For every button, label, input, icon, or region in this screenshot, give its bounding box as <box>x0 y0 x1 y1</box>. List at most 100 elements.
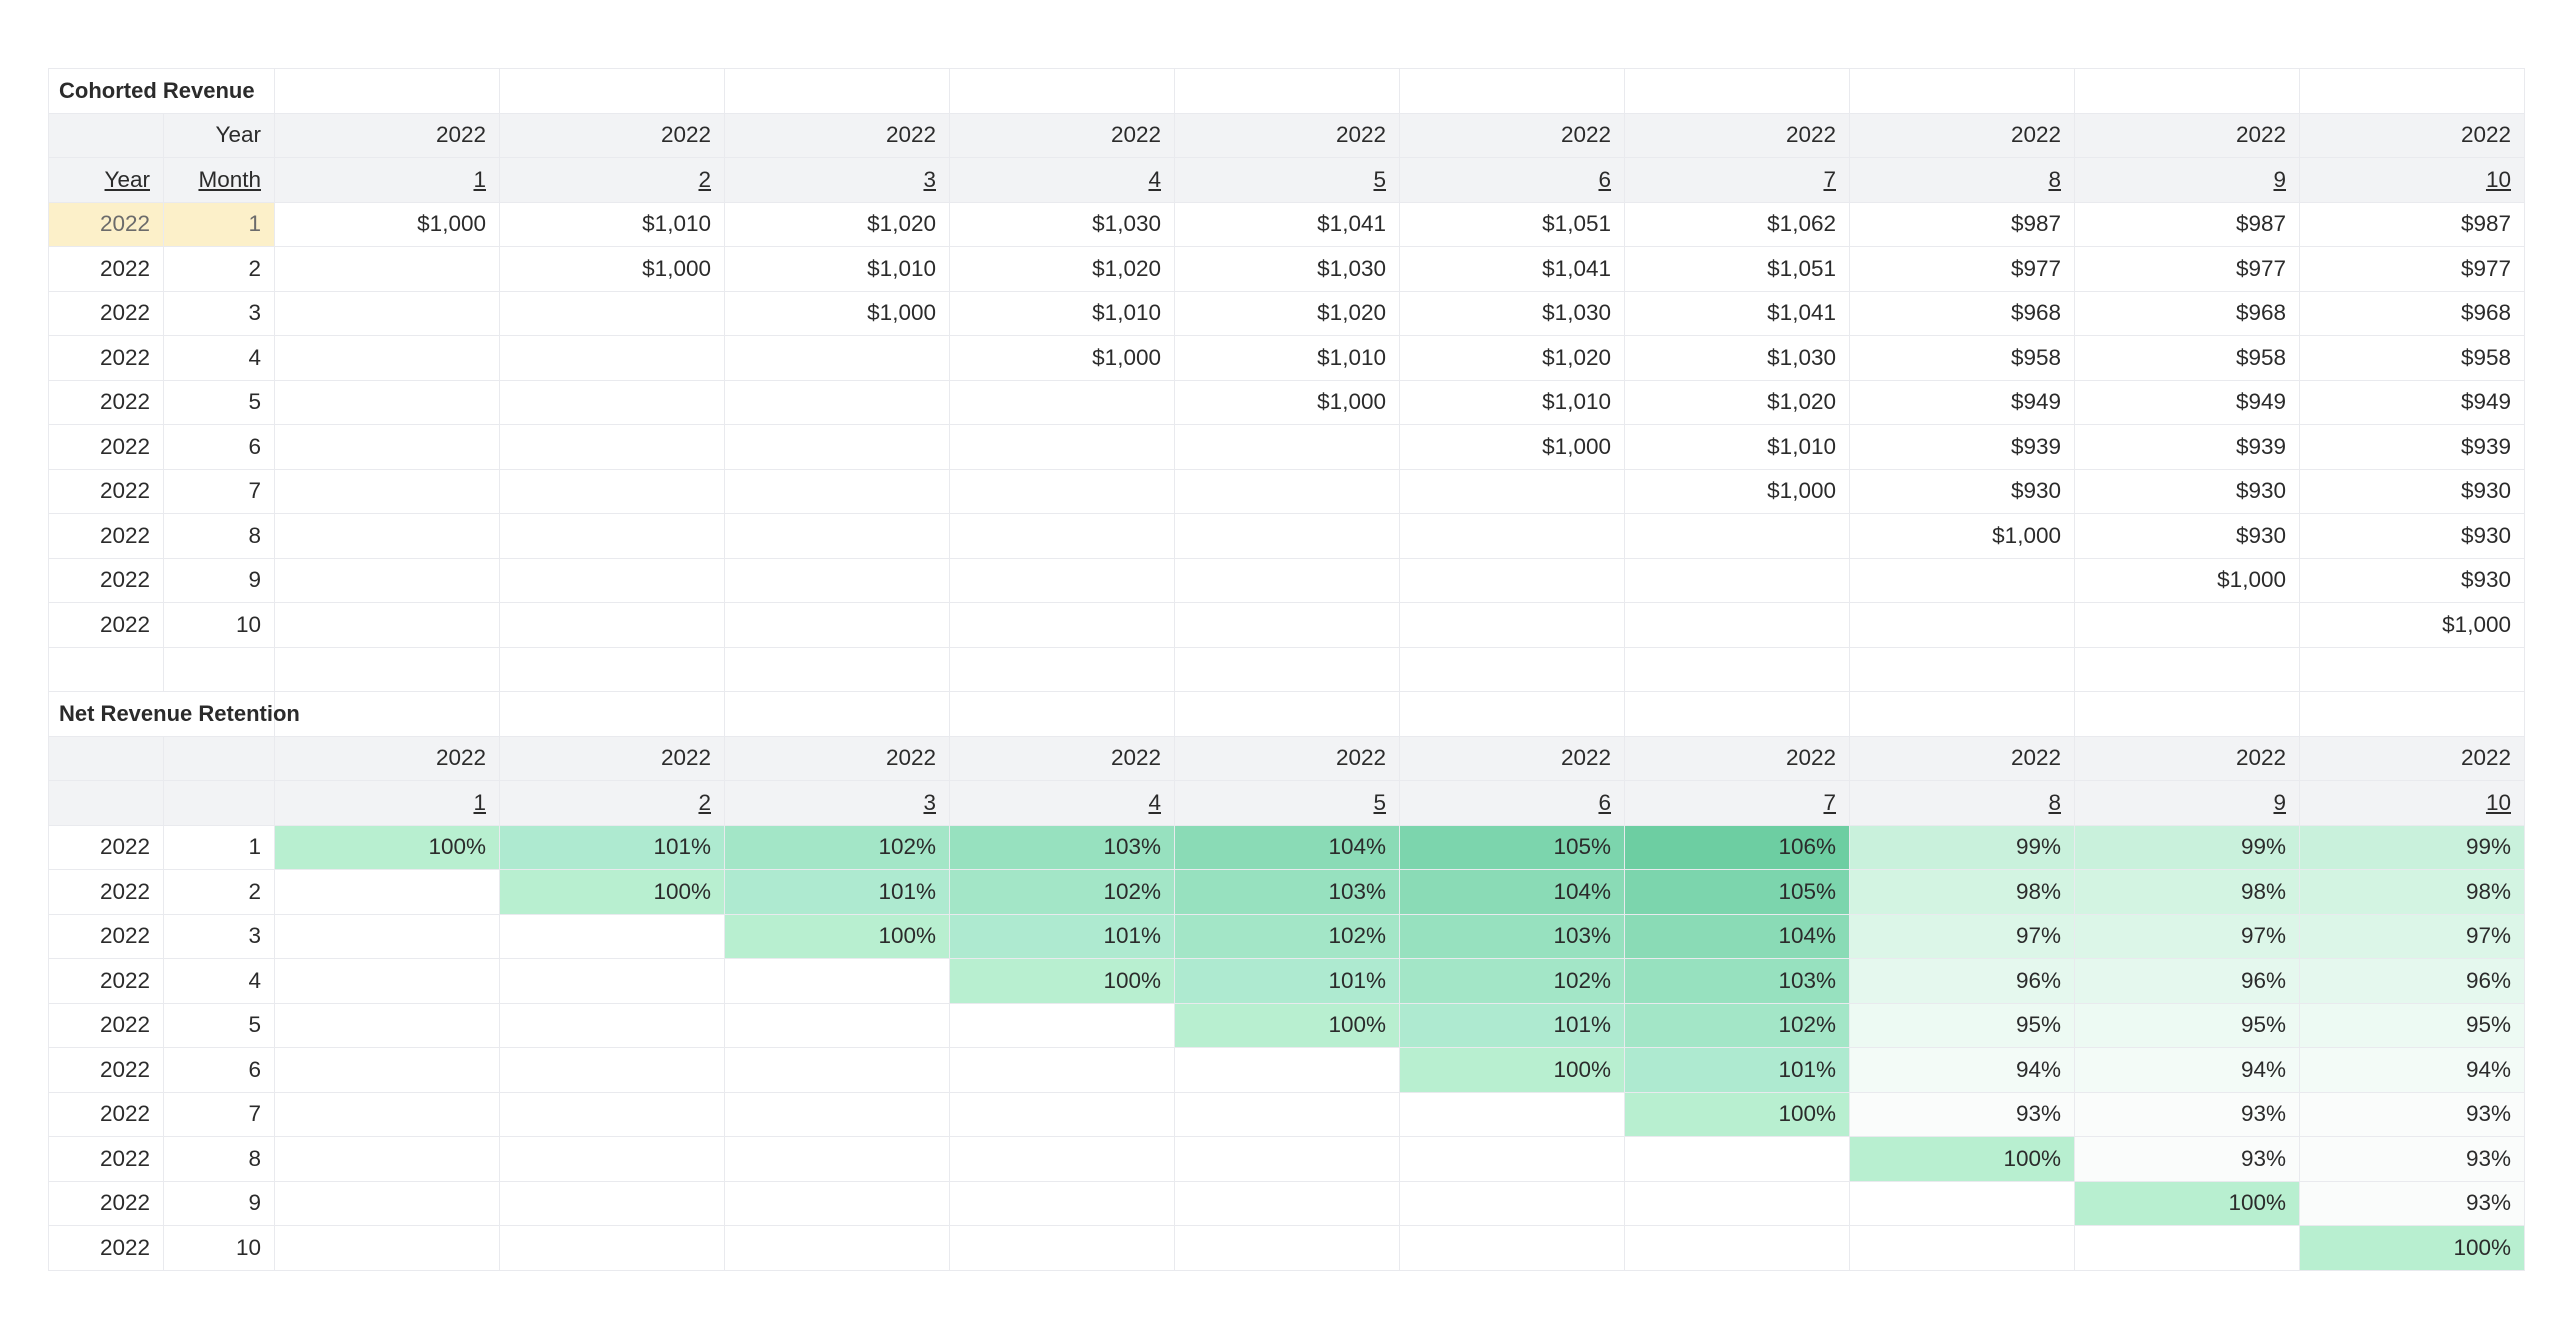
revenue-cell[interactable]: $930 <box>2299 468 2525 514</box>
retention-cell[interactable]: 102% <box>1624 1002 1850 1048</box>
revenue-cell[interactable] <box>2074 602 2300 648</box>
revenue-cell[interactable]: $1,000 <box>2299 602 2525 648</box>
retention-cell[interactable]: 100% <box>724 913 950 959</box>
retention-cell[interactable] <box>274 1225 500 1271</box>
retention-cell[interactable]: 103% <box>1624 958 1850 1004</box>
retention-cell[interactable]: 102% <box>724 824 950 870</box>
empty-cell[interactable] <box>499 68 725 114</box>
revenue-cell[interactable]: $1,041 <box>1399 246 1625 292</box>
revenue-cell[interactable] <box>724 335 950 381</box>
revenue-cell[interactable]: $1,030 <box>1174 246 1400 292</box>
revenue-cell[interactable]: $1,010 <box>724 246 950 292</box>
revenue-cell[interactable]: $1,030 <box>949 201 1175 247</box>
revenue-cell[interactable]: $1,000 <box>1624 468 1850 514</box>
retention-cell[interactable]: 95% <box>2299 1002 2525 1048</box>
empty-cell[interactable] <box>48 646 164 692</box>
retention-cell[interactable]: 101% <box>499 824 725 870</box>
empty-cell[interactable] <box>274 691 500 737</box>
cohort-year-cell[interactable]: 2022 <box>48 1225 164 1271</box>
revenue-cell[interactable]: $1,000 <box>2074 557 2300 603</box>
empty-cell[interactable] <box>1399 68 1625 114</box>
empty-cell[interactable] <box>1849 646 2075 692</box>
retention-cell[interactable]: 100% <box>1174 1002 1400 1048</box>
cohort-year-cell[interactable]: 2022 <box>48 869 164 915</box>
retention-cell[interactable] <box>724 1091 950 1137</box>
empty-cell[interactable] <box>724 691 950 737</box>
retention-cell[interactable]: 101% <box>724 869 950 915</box>
column-month-header[interactable]: 5 <box>1174 780 1400 826</box>
revenue-cell[interactable]: $1,010 <box>1624 424 1850 470</box>
empty-cell[interactable] <box>2074 691 2300 737</box>
cohort-month-cell[interactable]: 5 <box>163 1002 275 1048</box>
retention-cell[interactable] <box>949 1047 1175 1093</box>
empty-cell[interactable] <box>163 646 275 692</box>
revenue-cell[interactable]: $1,000 <box>1399 424 1625 470</box>
revenue-cell[interactable]: $977 <box>1849 246 2075 292</box>
retention-cell[interactable]: 98% <box>1849 869 2075 915</box>
empty-cell[interactable] <box>163 780 275 826</box>
revenue-cell[interactable] <box>274 468 500 514</box>
column-year-header[interactable]: 2022 <box>499 735 725 781</box>
retention-cell[interactable]: 101% <box>949 913 1175 959</box>
column-year-header[interactable]: 2022 <box>1849 112 2075 158</box>
retention-cell[interactable]: 103% <box>1399 913 1625 959</box>
retention-cell[interactable]: 100% <box>1849 1136 2075 1182</box>
revenue-cell[interactable]: $968 <box>1849 290 2075 336</box>
revenue-cell[interactable]: $930 <box>2074 468 2300 514</box>
cohort-year-cell[interactable]: 2022 <box>48 1091 164 1137</box>
revenue-cell[interactable] <box>724 424 950 470</box>
cohort-month-cell[interactable]: 10 <box>163 602 275 648</box>
empty-cell[interactable] <box>48 780 164 826</box>
revenue-cell[interactable] <box>274 424 500 470</box>
retention-cell[interactable] <box>274 958 500 1004</box>
empty-cell[interactable] <box>1174 68 1400 114</box>
retention-cell[interactable]: 94% <box>1849 1047 2075 1093</box>
cohort-month-cell[interactable]: 6 <box>163 1047 275 1093</box>
retention-cell[interactable]: 102% <box>1174 913 1400 959</box>
row-month-header[interactable]: Month <box>163 157 275 203</box>
revenue-cell[interactable]: $930 <box>2074 513 2300 559</box>
revenue-cell[interactable] <box>1399 513 1625 559</box>
revenue-cell[interactable]: $1,010 <box>499 201 725 247</box>
cohort-year-cell[interactable]: 2022 <box>48 201 164 247</box>
column-year-header[interactable]: 2022 <box>1624 735 1850 781</box>
cohorted-revenue-title[interactable]: Cohorted Revenue <box>48 68 275 114</box>
column-year-header[interactable]: 2022 <box>724 112 950 158</box>
revenue-cell[interactable]: $1,051 <box>1399 201 1625 247</box>
revenue-cell[interactable] <box>274 557 500 603</box>
empty-cell[interactable] <box>1849 68 2075 114</box>
revenue-cell[interactable]: $958 <box>2074 335 2300 381</box>
retention-cell[interactable]: 101% <box>1399 1002 1625 1048</box>
retention-cell[interactable]: 94% <box>2299 1047 2525 1093</box>
retention-cell[interactable] <box>1624 1180 1850 1226</box>
revenue-cell[interactable]: $1,000 <box>949 335 1175 381</box>
retention-cell[interactable] <box>724 1047 950 1093</box>
revenue-cell[interactable]: $1,000 <box>1174 379 1400 425</box>
revenue-cell[interactable] <box>274 513 500 559</box>
cohort-month-cell[interactable]: 4 <box>163 335 275 381</box>
empty-cell[interactable] <box>1624 68 1850 114</box>
empty-cell[interactable] <box>1174 646 1400 692</box>
cohort-year-cell[interactable]: 2022 <box>48 1136 164 1182</box>
retention-cell[interactable] <box>1624 1136 1850 1182</box>
retention-cell[interactable] <box>1399 1136 1625 1182</box>
column-month-header[interactable]: 6 <box>1399 780 1625 826</box>
cohort-month-cell[interactable]: 6 <box>163 424 275 470</box>
cohort-year-cell[interactable]: 2022 <box>48 913 164 959</box>
empty-cell[interactable] <box>1624 691 1850 737</box>
cohort-month-cell[interactable]: 8 <box>163 513 275 559</box>
revenue-cell[interactable] <box>1174 557 1400 603</box>
retention-cell[interactable] <box>499 1002 725 1048</box>
retention-cell[interactable] <box>724 1002 950 1048</box>
retention-cell[interactable] <box>1174 1180 1400 1226</box>
cohort-month-cell[interactable]: 1 <box>163 201 275 247</box>
retention-cell[interactable] <box>1174 1225 1400 1271</box>
column-month-header[interactable]: 1 <box>274 780 500 826</box>
retention-cell[interactable] <box>949 1225 1175 1271</box>
empty-cell[interactable] <box>949 68 1175 114</box>
column-year-header[interactable]: 2022 <box>1399 112 1625 158</box>
revenue-cell[interactable]: $987 <box>2074 201 2300 247</box>
cohort-month-cell[interactable]: 8 <box>163 1136 275 1182</box>
revenue-cell[interactable]: $1,000 <box>1849 513 2075 559</box>
retention-cell[interactable] <box>1174 1047 1400 1093</box>
